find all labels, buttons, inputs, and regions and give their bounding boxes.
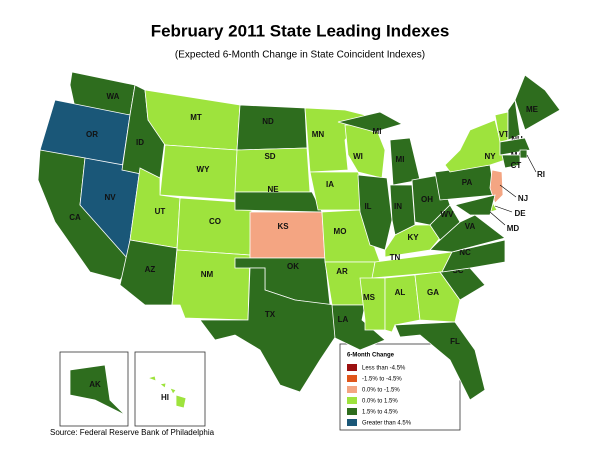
state-label: AZ	[145, 265, 156, 274]
state-shape	[454, 194, 496, 216]
leader-line	[526, 154, 537, 173]
state-label: MO	[334, 227, 347, 236]
legend-swatch	[347, 364, 357, 371]
state-label: FL	[450, 337, 460, 346]
legend-swatch	[347, 375, 357, 382]
state-label: ID	[136, 138, 144, 147]
state-label: OR	[86, 130, 98, 139]
state-label: MD	[507, 224, 520, 233]
state-label: CT	[511, 161, 522, 170]
state-shape	[489, 169, 504, 204]
state-shape	[175, 394, 187, 409]
legend-swatch	[347, 397, 357, 404]
legend-box	[339, 343, 461, 431]
state-label: NE	[267, 185, 279, 194]
state-label: DE	[514, 209, 526, 218]
legend-title: 6-Month Change	[347, 353, 395, 359]
state-shape	[389, 137, 421, 186]
state-label: KY	[407, 233, 419, 242]
legend-label: Less than -4.5%	[362, 366, 406, 372]
state-shape	[337, 111, 404, 133]
state-label: NC	[459, 248, 471, 257]
state-shape	[169, 387, 177, 395]
state-label: WY	[197, 165, 211, 174]
state-label: WV	[441, 210, 455, 219]
legend-label: 1.5% to 4.5%	[362, 410, 398, 416]
legend-swatch	[347, 419, 357, 426]
state-label: MI	[396, 155, 405, 164]
state-shape	[69, 364, 126, 416]
state-shape	[441, 239, 506, 273]
hawaii-inset	[134, 351, 206, 427]
state-label: WA	[107, 92, 120, 101]
source: Source: Federal Reserve Bank of Philadel…	[50, 428, 215, 437]
legend-swatch	[347, 386, 357, 393]
state-label: NV	[104, 193, 116, 202]
state-shape	[519, 149, 528, 159]
state-shape	[514, 74, 561, 131]
state-label: VT	[499, 130, 509, 139]
state-label: VA	[465, 222, 476, 231]
state-label: WI	[353, 152, 363, 161]
title: February 2011 State Leading Indexes	[151, 21, 450, 40]
legend-label: 0.0% to -1.5%	[362, 388, 400, 394]
state-label: NJ	[518, 194, 528, 203]
leader-line	[499, 184, 517, 198]
state-shape	[236, 104, 308, 151]
state-label: PA	[462, 178, 473, 187]
state-label: TN	[390, 253, 401, 262]
state-label: NM	[201, 270, 214, 279]
state-shape	[384, 274, 421, 333]
state-label: NY	[484, 152, 496, 161]
legend-label: Greater than 4.5%	[362, 421, 412, 427]
alaska-inset	[59, 351, 129, 427]
state-label: IN	[394, 202, 402, 211]
state-shape	[234, 191, 323, 213]
state-label: SC	[452, 266, 463, 275]
state-shape	[359, 277, 386, 331]
state-label: IA	[326, 180, 334, 189]
state-label: ME	[526, 105, 539, 114]
legend-label: -1.5% to -4.5%	[362, 377, 402, 383]
leader-line	[489, 211, 506, 226]
state-label: MI	[373, 127, 382, 136]
state-label: RI	[537, 170, 545, 179]
state-label: IL	[364, 202, 371, 211]
state-label: MT	[190, 113, 202, 122]
leader-line	[494, 205, 513, 213]
state-shape	[159, 382, 167, 389]
legend-label: 0.0% to 1.5%	[362, 399, 398, 405]
state-shape	[429, 204, 461, 241]
state-label: CO	[209, 217, 221, 226]
state-shape	[394, 321, 486, 401]
state-label: AL	[395, 288, 406, 297]
state-label: UT	[155, 207, 166, 216]
state-shape	[444, 119, 506, 173]
state-label: AK	[89, 380, 101, 389]
state-shape	[146, 375, 157, 382]
state-label: MN	[312, 130, 325, 139]
state-label: KS	[277, 222, 289, 231]
state-label: GA	[427, 288, 439, 297]
state-label: MS	[363, 293, 376, 302]
state-label: SD	[264, 152, 275, 161]
state-label: HI	[161, 393, 169, 402]
subtitle: (Expected 6-Month Change in State Coinci…	[175, 50, 425, 61]
state-label: ND	[262, 117, 274, 126]
state-label: AR	[336, 267, 348, 276]
legend-swatch	[347, 408, 357, 415]
state-label: CA	[69, 213, 81, 222]
state-label: LA	[338, 315, 349, 324]
state-shape	[321, 209, 381, 263]
state-shape	[501, 154, 521, 169]
state-shape	[119, 239, 178, 306]
state-shape	[507, 98, 521, 141]
state-label: TX	[265, 310, 276, 319]
state-label: OK	[287, 262, 299, 271]
state-shape	[249, 211, 326, 259]
state-shape	[199, 267, 341, 393]
state-label: OH	[421, 195, 433, 204]
